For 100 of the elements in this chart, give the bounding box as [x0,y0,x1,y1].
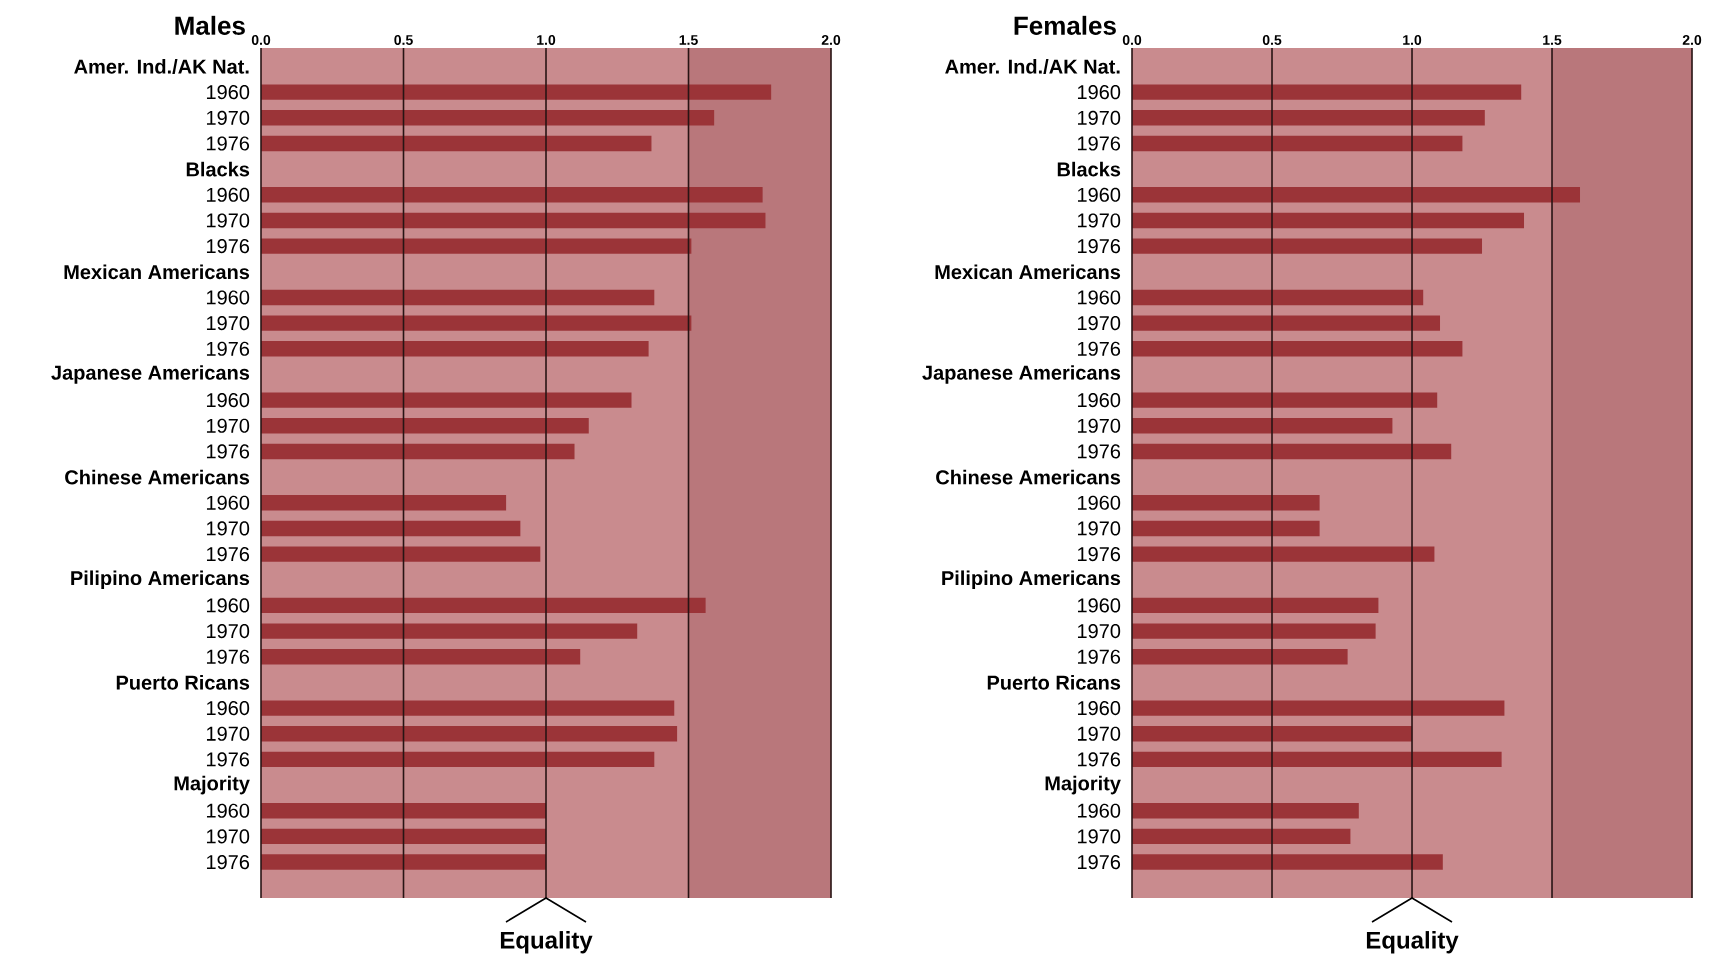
y-tick-label: Majority [174,775,250,795]
chart-title: Males [175,15,245,35]
bar [261,187,763,203]
y-tick-label: 1970 [206,829,250,844]
bar [1132,418,1393,434]
bar [261,135,652,152]
y-tick-label: 1976 [206,752,250,767]
x-tick-label: 2.0 [1682,35,1702,45]
y-tick-label: 1970 [206,110,250,125]
y-tick-label: 1976 [1077,547,1121,562]
bar [1132,392,1438,408]
x-tick-label: 0.0 [251,35,271,45]
bar [1132,649,1348,665]
y-tick-label: 1960 [206,393,250,408]
y-tick-label: 1970 [1077,316,1121,331]
y-tick-label: 1970 [1077,213,1121,228]
y-tick-label: 1970 [1077,829,1121,844]
y-tick-label: 1960 [206,290,250,305]
y-tick-label: 1970 [1077,726,1121,741]
y-tick-label: 1970 [1077,624,1121,639]
y-tick-label: 1976 [1077,649,1121,664]
bar [261,700,675,716]
y-tick-label: 1960 [1077,803,1121,818]
bar [261,597,706,614]
y-tick-label: 1970 [1077,110,1121,125]
bar [1132,135,1463,152]
bar [261,546,541,562]
y-tick-label: 1960 [1077,393,1121,408]
y-tick-label: Amer. Ind./AK Nat. [74,59,249,74]
bar [261,289,655,306]
y-tick-label: 1970 [206,521,250,536]
chart-title: Females [1014,15,1116,35]
y-tick-label: Puerto Ricans [987,675,1121,690]
y-tick-label: 1970 [1077,521,1121,536]
y-tick-label: 1960 [1077,495,1121,510]
bar [261,751,655,768]
y-tick-label: 1960 [206,187,250,202]
y-tick-label: Japanese Americans [51,365,250,384]
y-tick-label: 1960 [1077,85,1121,100]
y-tick-label: 1976 [206,341,250,356]
bar [261,341,649,357]
y-tick-label: Amer. Ind./AK Nat. [945,59,1120,74]
x-tick-label: 1.0 [537,35,556,45]
y-tick-label: Blacks [1057,161,1121,177]
y-tick-label: 1960 [1077,701,1121,716]
y-tick-label: 1976 [1077,854,1121,870]
bar [261,623,638,639]
y-tick-label: 1960 [206,803,250,818]
bar [1132,443,1452,460]
y-tick-label: 1976 [206,239,250,254]
y-tick-label: Puerto Ricans [116,675,250,690]
bar [261,828,547,845]
x-tick-label: 2.0 [821,35,841,45]
y-tick-label: 1976 [1077,444,1121,459]
bar [1132,315,1441,331]
y-tick-label: 1976 [1077,341,1121,356]
bar [1132,238,1483,254]
y-tick-label: Chinese Americans [936,469,1121,485]
bar [1132,546,1435,562]
bar [1132,84,1522,100]
y-tick-label: Japanese Americans [922,365,1121,384]
bar [1132,212,1525,229]
bar [261,392,632,408]
y-tick-label: 1960 [206,495,250,510]
y-tick-label: 1960 [206,85,250,100]
bar [261,854,547,870]
bar [1132,726,1413,742]
x-tick-label: 1.5 [679,35,698,45]
bar [1132,495,1320,511]
y-tick-label: 1976 [206,854,250,870]
y-tick-label: 1976 [206,444,250,459]
y-tick-label: 1960 [206,701,250,716]
bar [261,495,507,511]
bar [1132,854,1443,870]
bar [261,110,715,126]
bar [1132,803,1359,819]
y-tick-label: Majority [1045,775,1121,795]
y-tick-label: 1960 [1077,598,1121,613]
bar [1132,751,1502,768]
y-tick-label: 1976 [206,649,250,664]
x-tick-label: 0.5 [394,35,413,45]
y-tick-label: 1976 [1077,752,1121,767]
y-tick-label: 1970 [206,213,250,228]
bar [1132,110,1485,126]
y-tick-label: Pilipino Americans [942,570,1121,590]
y-tick-label: 1970 [206,418,250,433]
y-tick-label: 1960 [1077,187,1121,202]
bar [261,84,772,100]
x-tick-label: 0.5 [1262,35,1282,45]
y-tick-label: 1970 [206,624,250,639]
text: Equality [1366,931,1459,954]
y-tick-label: 1976 [206,547,250,562]
bar [1132,597,1379,614]
bar [1132,341,1463,357]
bar [261,726,678,742]
y-tick-label: Chinese Americans [65,469,250,485]
x-tick-label: 1.0 [1403,35,1422,45]
x-tick-label: 1.5 [1543,35,1562,45]
bar [1132,623,1376,639]
bar [261,520,521,537]
